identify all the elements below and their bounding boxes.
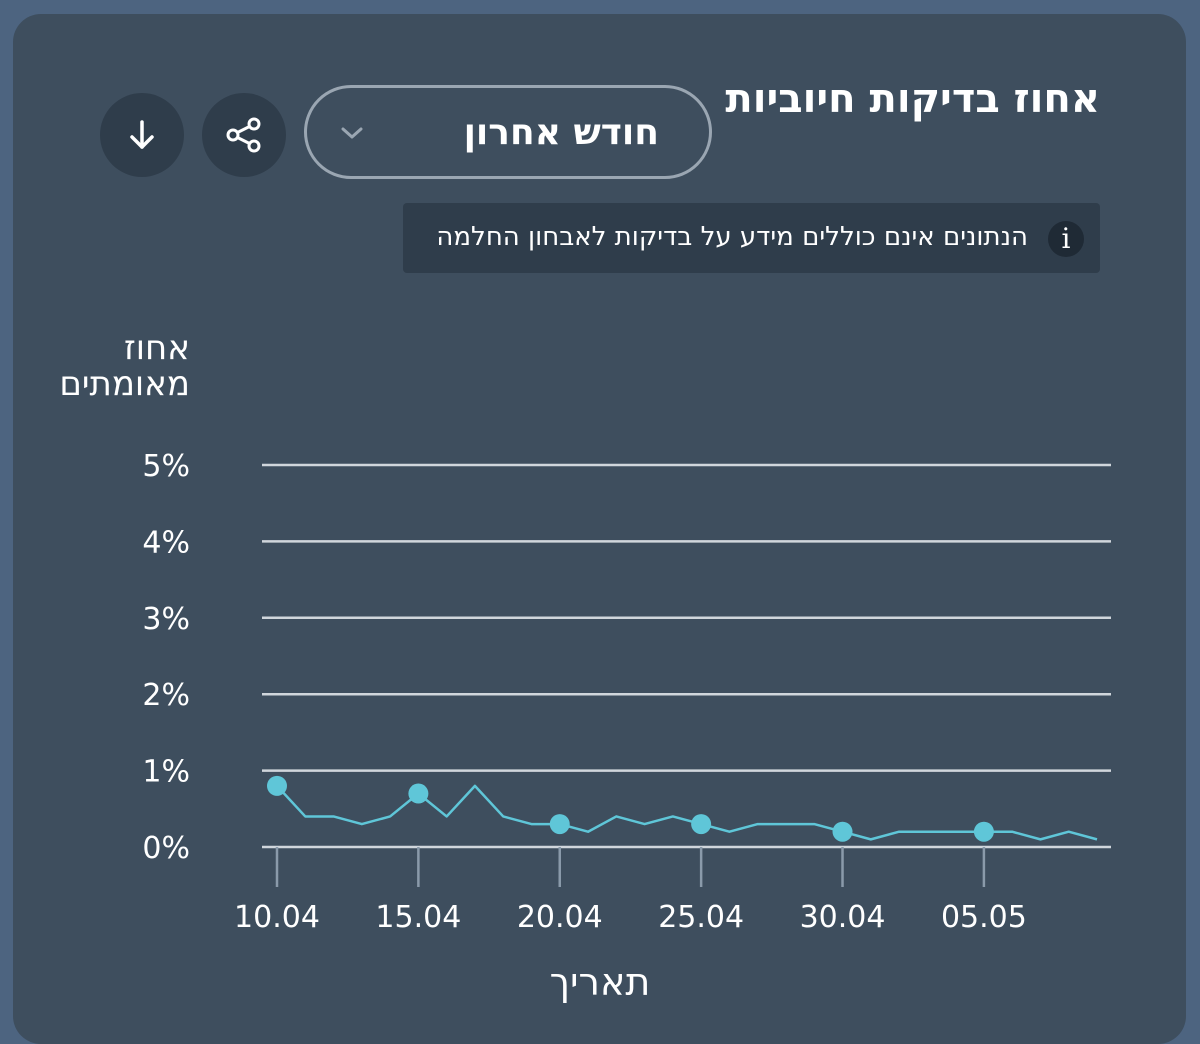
notice-text: הנתונים אינם כוללים מידע על בדיקות לאבחו… [436,222,1028,252]
chevron-down-icon [341,127,363,139]
data-point[interactable] [549,814,570,835]
y-tick-label: 0% [142,831,190,866]
x-tick-label: 20.04 [517,900,603,935]
info-icon: i [1048,221,1084,257]
chart-card [13,14,1186,1044]
period-dropdown[interactable]: חודש אחרון [304,85,712,179]
data-point[interactable] [832,821,853,842]
y-tick-label: 1% [142,755,190,790]
x-tick-label: 30.04 [800,900,886,935]
download-button[interactable] [100,93,184,177]
download-icon [130,120,154,149]
y-tick-label: 3% [142,602,190,637]
x-tick-label: 10.04 [234,900,320,935]
share-button[interactable] [202,93,286,177]
y-axis-title: אחוז מאומתים [59,328,190,404]
line-chart: 0% 1% 2% 3% 4% 5% 10.04 15.04 20.04 25.04 30.04 05… [142,449,1111,935]
y-tick-label: 2% [142,678,190,713]
y-tick-label: 5% [142,449,190,484]
x-tick-label: 25.04 [658,900,744,935]
data-notice: i הנתונים אינם כוללים מידע על בדיקות לאב… [403,203,1100,273]
x-axis-title: תאריך [549,960,651,1004]
y-tick-label: 4% [142,525,190,560]
data-point[interactable] [973,821,994,842]
data-point[interactable] [267,775,287,796]
data-point[interactable] [408,783,429,804]
share-icon [226,117,261,153]
chart-title: אחוז בדיקות חיוביות [725,76,1100,122]
x-tick-label: 05.05 [941,900,1027,935]
period-selected-value: חודש אחרון [463,112,659,153]
data-point[interactable] [691,814,712,835]
x-tick-label: 15.04 [375,900,461,935]
